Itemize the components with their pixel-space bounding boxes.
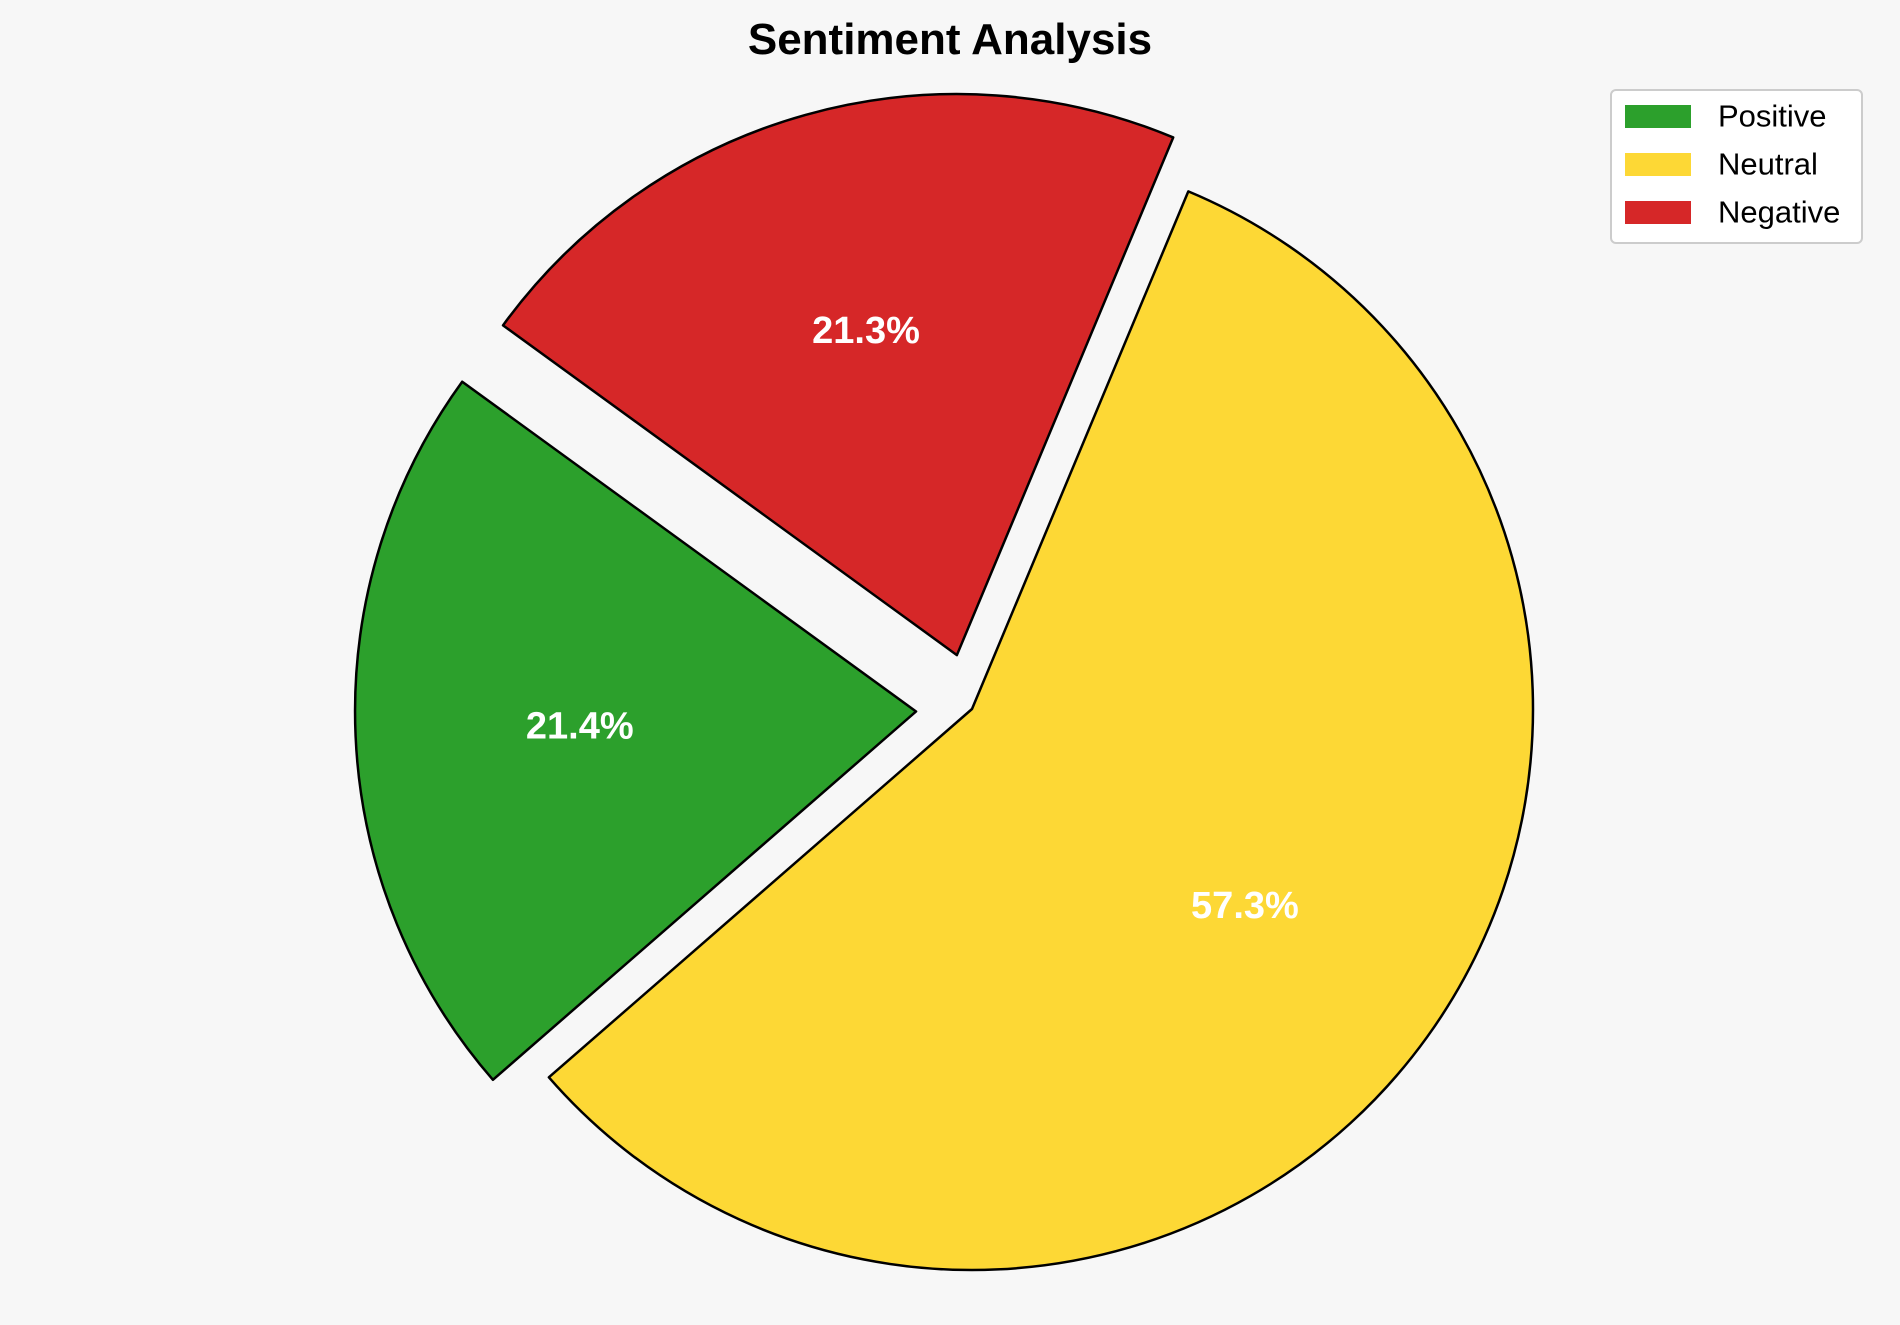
slice-label-neutral: 57.3%: [1191, 885, 1299, 927]
pie-slice-labels: 21.4% 57.3% 21.3%: [526, 310, 1299, 927]
pie-slices: [353, 92, 1535, 1272]
legend-label-negative: Negative: [1718, 195, 1840, 230]
legend-label-neutral: Neutral: [1718, 147, 1818, 182]
legend-entries: Positive Neutral Negative: [1625, 99, 1840, 230]
slice-label-positive: 21.4%: [526, 705, 634, 747]
pie-slice-neutral: [547, 190, 1535, 1272]
legend-swatch-neutral: [1625, 153, 1691, 176]
pie-slice-positive: [353, 380, 918, 1082]
legend-label-positive: Positive: [1718, 99, 1827, 134]
pie-slice-negative: [501, 92, 1175, 657]
slice-label-negative: 21.3%: [812, 310, 920, 352]
legend-swatch-positive: [1625, 105, 1691, 128]
legend-swatch-negative: [1625, 201, 1691, 224]
legend: Positive Neutral Negative: [1610, 89, 1863, 244]
chart-title: Sentiment Analysis: [748, 15, 1152, 64]
